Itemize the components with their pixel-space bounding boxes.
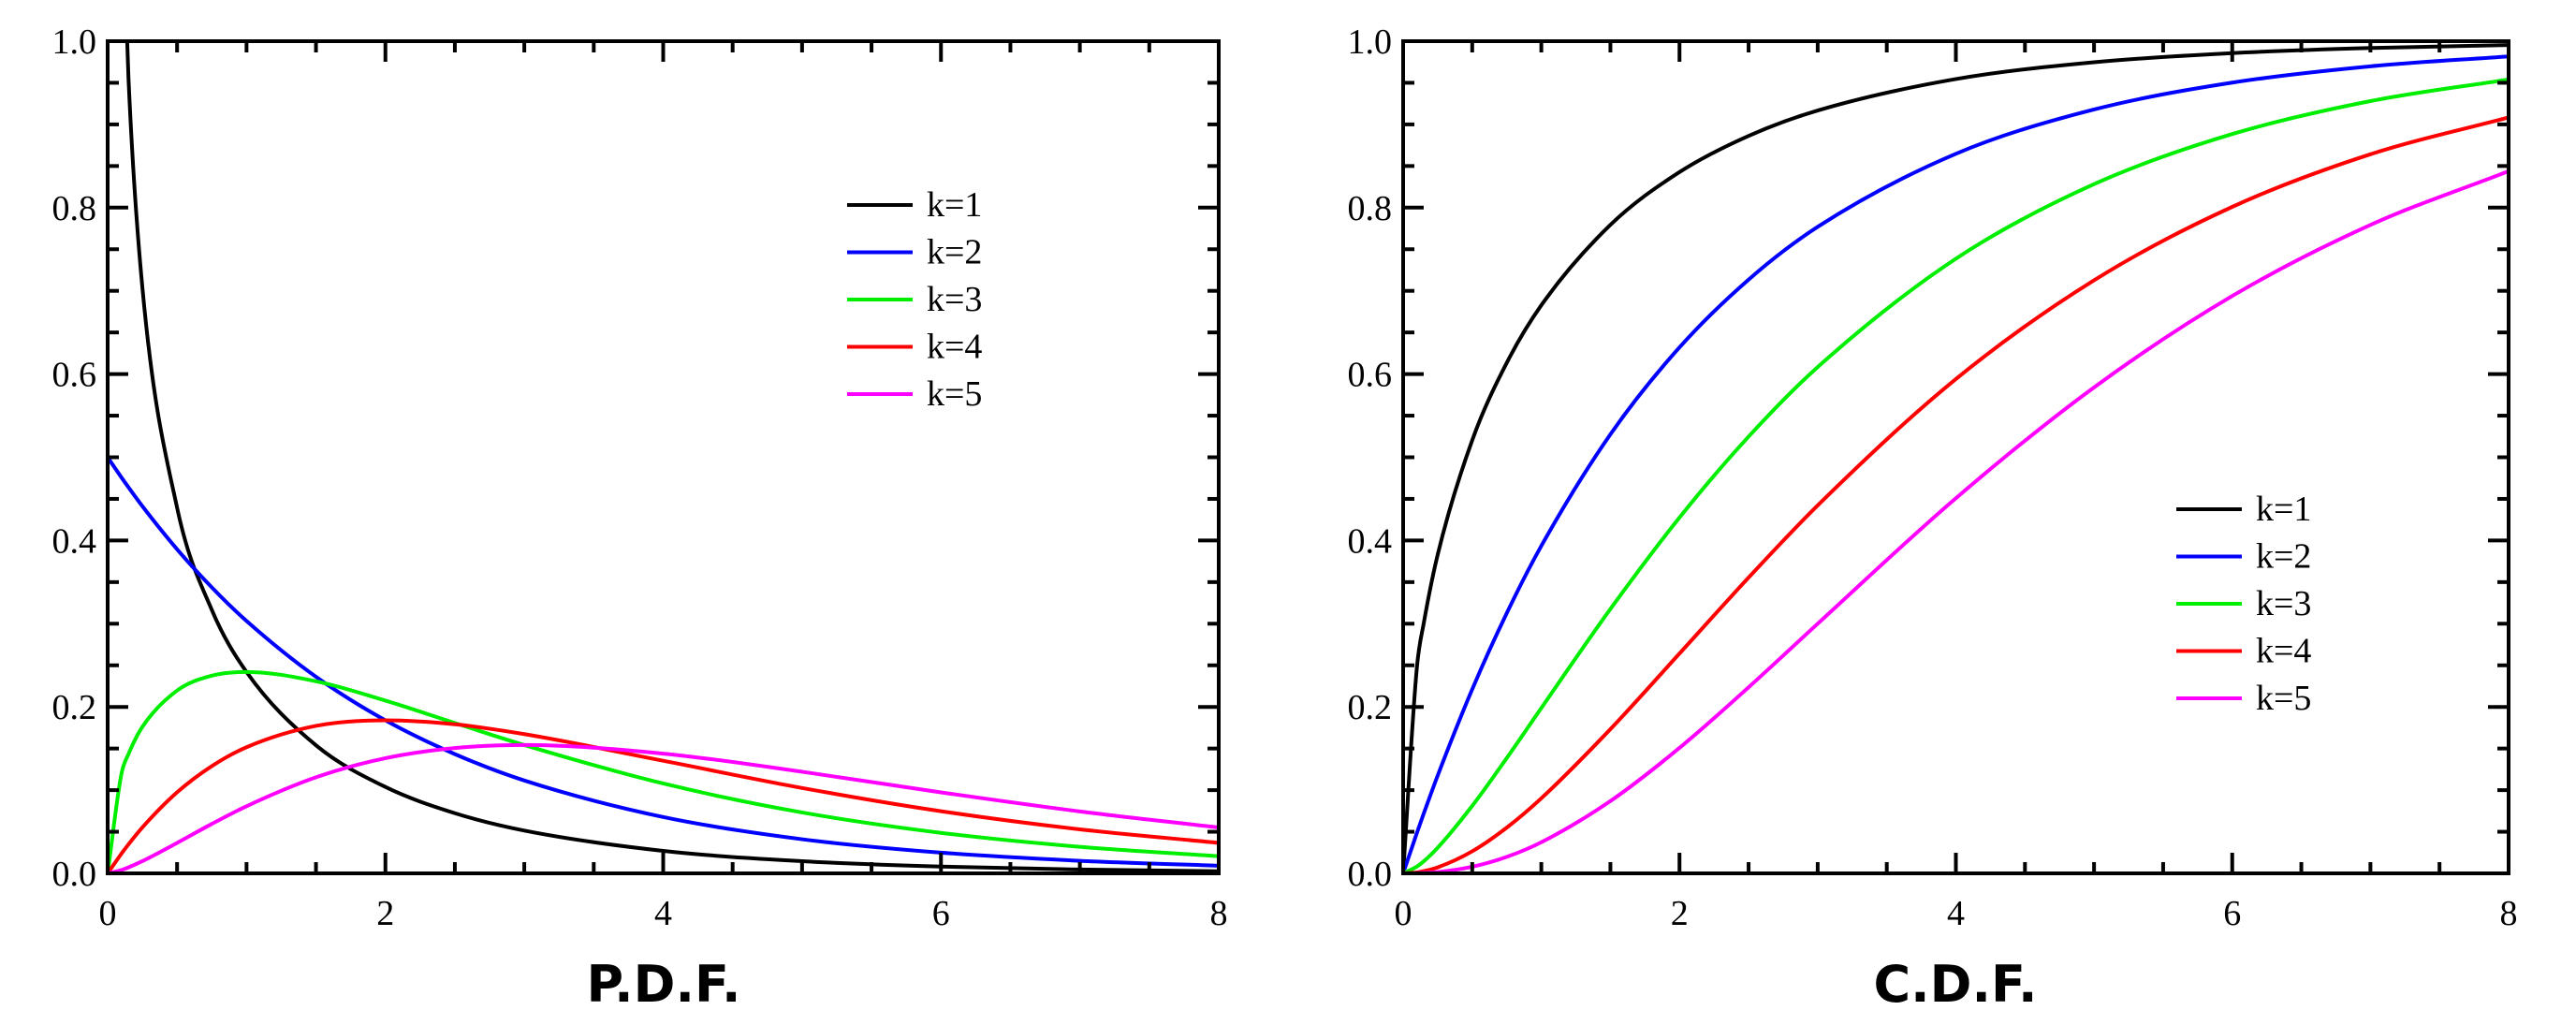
legend-label: k=5 bbox=[2256, 679, 2311, 718]
x-tick-label: 4 bbox=[654, 894, 672, 933]
legend-label: k=4 bbox=[927, 328, 982, 367]
y-tick-label: 0.4 bbox=[52, 521, 97, 561]
legend-label: k=3 bbox=[2256, 584, 2311, 623]
legend-label: k=2 bbox=[2256, 537, 2311, 577]
cdf-title: C.D.F. bbox=[1874, 955, 2038, 1014]
legend: k=1 k=2 k=3 k=4 k=5 bbox=[847, 185, 982, 414]
series-group bbox=[108, 41, 1219, 873]
plot-frame bbox=[1401, 39, 2510, 875]
pdf-title: P.D.F. bbox=[587, 955, 741, 1014]
series-line-k-2 bbox=[108, 456, 1219, 868]
legend-label: k=4 bbox=[2256, 632, 2311, 671]
x-tick-label: 8 bbox=[2500, 894, 2518, 933]
series-line-k-1 bbox=[124, 41, 1219, 873]
x-tick-label: 2 bbox=[376, 894, 394, 933]
plot-frame bbox=[106, 39, 1221, 875]
x-tick-label: 2 bbox=[1671, 894, 1689, 933]
legend-label: k=5 bbox=[927, 374, 982, 414]
legend-label: k=1 bbox=[2256, 490, 2311, 529]
x-tick-label: 6 bbox=[932, 894, 950, 933]
x-tick-label: 0 bbox=[1395, 894, 1412, 933]
legend-label: k=3 bbox=[927, 280, 982, 319]
pdf-panel: P.D.F. 0 2 4 6 80.00.20.40.60.81.0k=1k=2k=3k… bbox=[52, 22, 1228, 1014]
series-line-k-4 bbox=[1403, 115, 2509, 873]
series-line-k-5 bbox=[108, 742, 1219, 873]
series-line-k-1 bbox=[1403, 43, 2509, 873]
y-tick-label: 1.0 bbox=[1348, 22, 1393, 62]
y-tick-label: 0.2 bbox=[1348, 688, 1393, 727]
series-line-k-4 bbox=[108, 718, 1219, 873]
x-tick-label: 4 bbox=[1947, 894, 1965, 933]
y-tick-label: 0.2 bbox=[52, 688, 97, 727]
y-tick-label: 0.8 bbox=[1348, 189, 1393, 228]
series-line-k-3 bbox=[108, 669, 1219, 873]
y-tick-label: 1.0 bbox=[52, 22, 97, 62]
x-tick-label: 0 bbox=[99, 894, 117, 933]
y-tick-label: 0.8 bbox=[52, 189, 97, 228]
y-tick-label: 0.6 bbox=[1348, 356, 1393, 395]
y-tick-label: 0.4 bbox=[1348, 521, 1393, 561]
series-group bbox=[1403, 43, 2509, 873]
series-line-k-5 bbox=[1403, 168, 2509, 873]
y-tick-label: 0.6 bbox=[52, 356, 97, 395]
series-line-k-2 bbox=[1403, 54, 2509, 873]
y-tick-label: 0.0 bbox=[1348, 855, 1393, 894]
legend: k=1 k=2 k=3 k=4 k=5 bbox=[2176, 490, 2311, 718]
y-tick-label: 0.0 bbox=[52, 855, 97, 894]
series-line-k-3 bbox=[1403, 77, 2509, 873]
legend-label: k=1 bbox=[927, 185, 982, 225]
cdf-panel: C.D.F. 0 2 4 6 80.00.20.40.60.81.0k=1k=2k=3k… bbox=[1348, 22, 2518, 1014]
x-tick-label: 8 bbox=[1210, 894, 1228, 933]
x-tick-label: 6 bbox=[2223, 894, 2241, 933]
legend-label: k=2 bbox=[927, 233, 982, 272]
